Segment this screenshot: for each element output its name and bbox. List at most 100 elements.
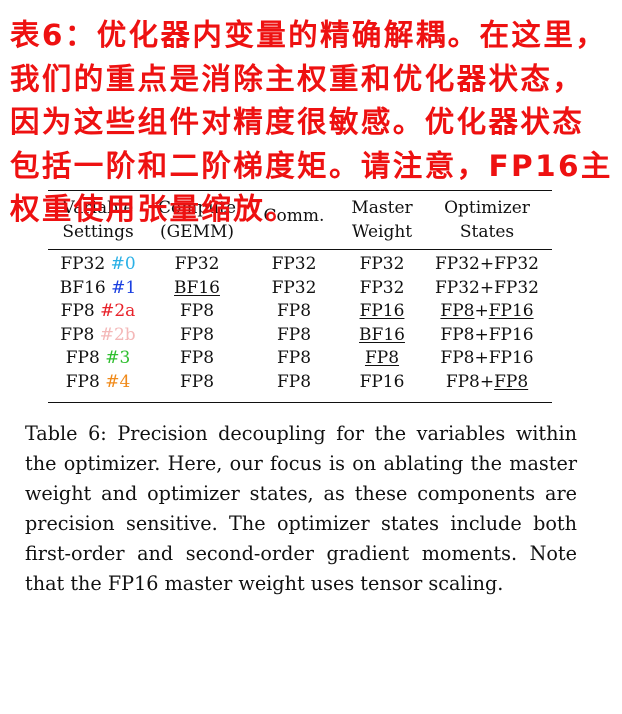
- cell-master-weight: FP16: [342, 300, 422, 323]
- table-row: FP32 #0 FP32 FP32 FP32 FP32+FP32: [48, 253, 552, 277]
- cell-compute: FP8: [148, 347, 246, 370]
- cell-setting: FP32 #0: [48, 253, 148, 276]
- cell-setting: FP8 #4: [48, 371, 148, 394]
- cell-comm: FP8: [246, 371, 342, 394]
- cell-value: FP8: [179, 372, 215, 392]
- cell-value: FP32: [174, 254, 220, 274]
- setting-name: FP32: [60, 254, 111, 274]
- setting-tag: #2a: [100, 301, 136, 322]
- header-comm: Comm.: [246, 204, 342, 254]
- second-moment-precision: FP16: [488, 324, 534, 345]
- header-master-weight: Master Weight: [342, 196, 422, 246]
- table-row: FP8 #2b FP8 FP8 BF16 FP8+FP16: [48, 324, 552, 348]
- plus-sign: +: [474, 301, 489, 322]
- setting-name: FP8: [65, 372, 106, 392]
- table-row: BF16 #1 BF16 FP32 FP32 FP32+FP32: [48, 277, 552, 301]
- cell-setting: FP8 #3: [48, 347, 148, 370]
- cell-value: FP16: [359, 372, 405, 392]
- table-row: FP8 #4 FP8 FP8 FP16 FP8+FP8: [48, 371, 552, 395]
- cell-comm: FP8: [246, 300, 342, 323]
- setting-name: BF16: [59, 277, 112, 298]
- cell-setting: FP8 #2a: [48, 300, 148, 323]
- setting-name: FP8: [65, 348, 106, 369]
- plus-sign: +: [474, 348, 489, 369]
- header-variable-settings: Variable Settings: [48, 196, 148, 246]
- cell-value: FP32: [271, 277, 317, 298]
- cell-optimizer-states: FP32+FP32: [422, 277, 552, 300]
- cell-value: FP8: [364, 348, 400, 369]
- first-moment-precision: FP32: [435, 277, 480, 298]
- setting-tag: #1: [111, 277, 137, 298]
- cell-compute: FP8: [148, 371, 246, 394]
- translation-overlay-text: 表6：优化器内变量的精确解耦。在这里，我们的重点是消除主权重和优化器状态，因为这…: [10, 18, 613, 227]
- table-bottom-rule: [48, 402, 552, 403]
- cell-optimizer-states: FP8+FP8: [422, 371, 552, 394]
- cell-value: FP8: [179, 301, 215, 322]
- header-line: Weight: [351, 222, 413, 242]
- cell-setting: BF16 #1: [48, 277, 148, 300]
- first-moment-precision: FP32: [435, 254, 480, 274]
- header-line: Compute: [157, 198, 237, 218]
- first-moment-precision: FP8: [445, 372, 480, 392]
- cell-value: FP32: [359, 254, 405, 274]
- cell-comm: FP32: [246, 253, 342, 276]
- cell-value: FP16: [359, 301, 405, 322]
- cell-compute: FP8: [148, 300, 246, 323]
- second-moment-precision: FP32: [494, 254, 539, 274]
- cell-master-weight: FP16: [342, 371, 422, 394]
- cell-value: BF16: [359, 324, 405, 345]
- header-line: Settings: [62, 222, 134, 242]
- header-line: States: [459, 222, 515, 242]
- table-row: FP8 #2a FP8 FP8 FP16 FP8+FP16: [48, 300, 552, 324]
- cell-value: FP8: [276, 372, 312, 392]
- setting-name: FP8: [60, 324, 100, 345]
- second-moment-precision: FP8: [494, 372, 529, 392]
- table-header-rule: [48, 249, 552, 250]
- header-line: (GEMM): [159, 222, 235, 242]
- cell-value: FP8: [179, 348, 215, 369]
- table-row: FP8 #3 FP8 FP8 FP8 FP8+FP16: [48, 347, 552, 371]
- cell-master-weight: FP32: [342, 253, 422, 276]
- cell-comm: FP32: [246, 277, 342, 300]
- header-line: Variable: [62, 198, 134, 218]
- header-compute: Compute (GEMM): [148, 196, 246, 246]
- first-moment-precision: FP8: [440, 301, 475, 322]
- plus-sign: +: [479, 254, 495, 274]
- first-moment-precision: FP8: [440, 348, 475, 369]
- setting-tag: #4: [105, 372, 131, 392]
- cell-optimizer-states: FP8+FP16: [422, 324, 552, 347]
- header-line: Master: [351, 198, 413, 218]
- cell-optimizer-states: FP32+FP32: [422, 253, 552, 276]
- table-top-rule: [48, 190, 552, 191]
- cell-master-weight: FP32: [342, 277, 422, 300]
- table-caption: Table 6: Precision decoupling for the va…: [25, 422, 577, 595]
- cell-comm: FP8: [246, 324, 342, 347]
- setting-tag: #2b: [99, 324, 136, 345]
- cell-compute: FP32: [148, 253, 246, 276]
- second-moment-precision: FP16: [488, 301, 534, 322]
- plus-sign: +: [474, 324, 489, 345]
- setting-tag: #3: [105, 348, 131, 369]
- setting-tag: #0: [110, 254, 136, 274]
- cell-compute: FP8: [148, 324, 246, 347]
- cell-optimizer-states: FP8+FP16: [422, 300, 552, 323]
- cell-comm: FP8: [246, 347, 342, 370]
- cell-value: FP8: [276, 324, 312, 345]
- plus-sign: +: [479, 277, 495, 298]
- second-moment-precision: FP32: [494, 277, 539, 298]
- header-optimizer-states: Optimizer States: [422, 196, 552, 246]
- cell-value: FP8: [179, 324, 215, 345]
- cell-value: FP32: [271, 254, 317, 274]
- setting-name: FP8: [60, 301, 101, 322]
- cell-optimizer-states: FP8+FP16: [422, 347, 552, 370]
- cell-setting: FP8 #2b: [48, 324, 148, 347]
- cell-value: FP8: [276, 301, 312, 322]
- cell-master-weight: BF16: [342, 324, 422, 347]
- cell-compute: BF16: [148, 277, 246, 300]
- cell-value: BF16: [174, 277, 220, 298]
- header-line: Optimizer: [444, 198, 530, 218]
- second-moment-precision: FP16: [488, 348, 534, 369]
- header-line: Comm.: [263, 206, 325, 226]
- cell-value: FP32: [359, 277, 405, 298]
- cell-master-weight: FP8: [342, 347, 422, 370]
